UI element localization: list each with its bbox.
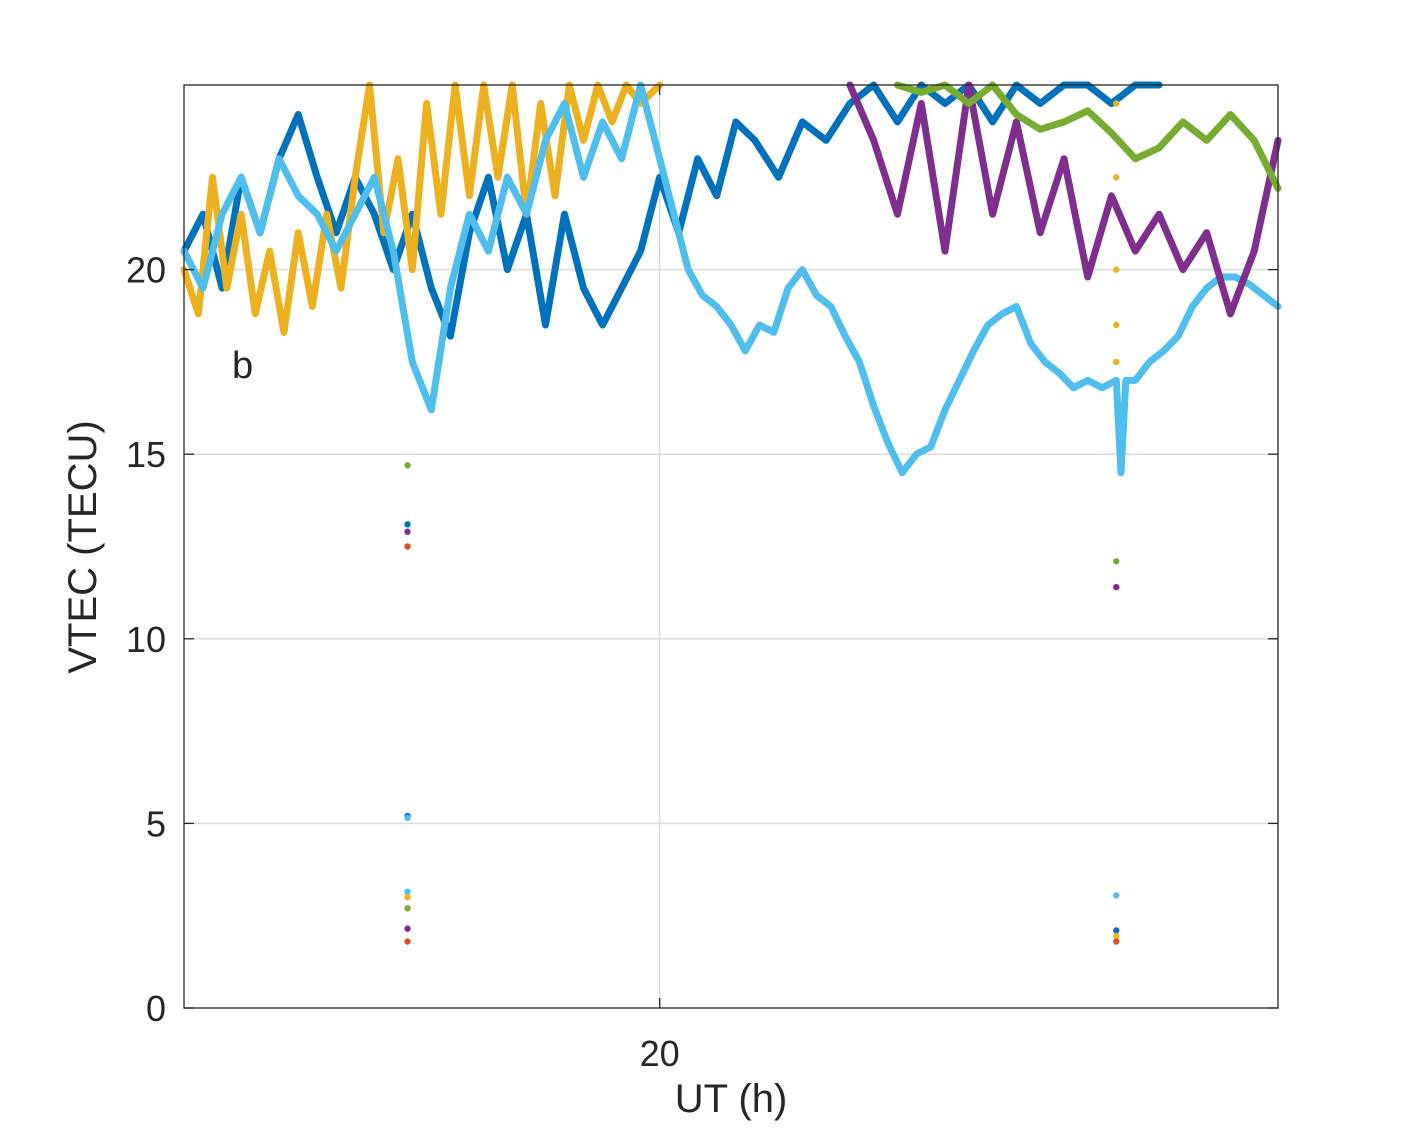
plot-frame (183, 84, 1279, 1009)
outlier-point-17 (1113, 100, 1120, 107)
outlier-point-20 (1113, 321, 1120, 329)
y-tick-label-2: 10 (126, 619, 166, 660)
outlier-point-18 (1113, 174, 1120, 181)
data-series (180, 81, 1282, 477)
outlier-point-3 (404, 543, 411, 550)
outlier-point-16 (1113, 938, 1120, 945)
y-axis-label: VTEC (TECU) (61, 420, 105, 673)
outlier-point-6 (404, 888, 411, 895)
outlier-point-7 (404, 894, 411, 901)
outlier-point-15 (1113, 932, 1120, 940)
x-tick-label-0: 20 (640, 1033, 680, 1074)
outlier-point-8 (404, 905, 411, 912)
outlier-point-21 (1113, 358, 1120, 366)
y-tick-label-1: 5 (146, 803, 166, 844)
outlier-point-19 (1113, 266, 1120, 273)
y-tick-label-3: 15 (126, 434, 166, 475)
axis-ticks: 0 5 10 15 20 20 (126, 85, 1278, 1074)
x-axis-label: UT (h) (675, 1077, 788, 1121)
outlier-point-1 (404, 521, 411, 528)
outlier-point-12 (1113, 583, 1120, 591)
y-tick-label-0: 0 (146, 988, 166, 1029)
outlier-point-0 (404, 462, 411, 469)
outlier-point-9 (404, 925, 411, 932)
grid-lines (184, 85, 1278, 1008)
outlier-points (404, 100, 1120, 945)
panel-label: b (232, 345, 253, 387)
outlier-point-11 (1113, 558, 1120, 565)
outlier-point-13 (1113, 892, 1120, 899)
series-green (894, 81, 1282, 192)
series-yellow (180, 81, 664, 336)
series-cyan (180, 81, 1282, 477)
y-tick-label-4: 20 (126, 250, 166, 291)
series-purple (846, 81, 1282, 318)
outlier-point-5 (404, 814, 411, 822)
outlier-point-14 (1113, 927, 1120, 934)
outlier-point-10 (404, 938, 411, 945)
outlier-point-2 (404, 528, 411, 535)
